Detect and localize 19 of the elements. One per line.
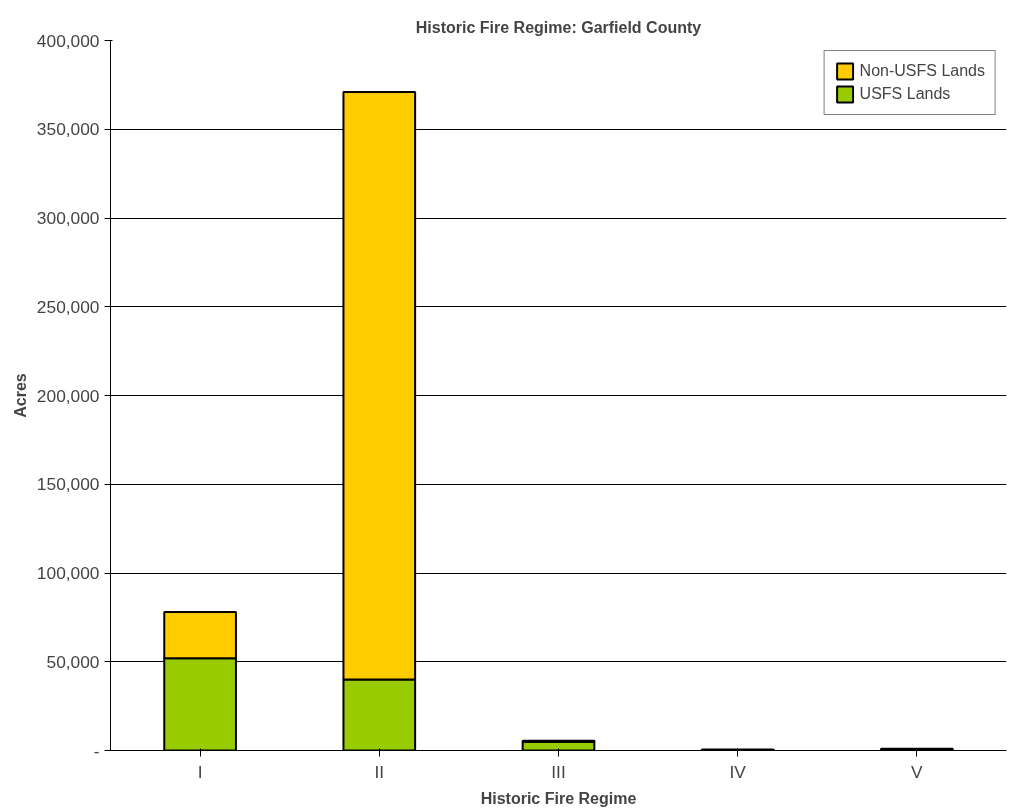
x-tick-label: III [551, 761, 566, 782]
y-tick-label: - [93, 740, 100, 761]
y-tick-label: 400,000 [36, 30, 100, 51]
x-tick-label: IV [729, 761, 747, 782]
y-tick-label: 200,000 [36, 385, 100, 406]
y-tick-label: 100,000 [36, 563, 100, 583]
x-tick-label: I [197, 761, 203, 782]
y-tick-label: 250,000 [36, 296, 100, 317]
legend-label: Non-USFS Lands [859, 62, 985, 80]
y-tick-label: 50,000 [46, 651, 100, 672]
x-axis-title: Historic Fire Regime [480, 789, 637, 807]
chart-title: Historic Fire Regime: Garfield County [415, 18, 702, 36]
y-tick-label: 300,000 [36, 208, 100, 228]
y-tick-label: 350,000 [36, 119, 100, 140]
legend-label: USFS Lands [859, 85, 951, 103]
y-tick-label: 150,000 [36, 474, 100, 495]
x-tick-label: II [374, 761, 385, 782]
y-axis-title: Acres [11, 373, 29, 418]
x-tick-label: V [911, 761, 924, 782]
